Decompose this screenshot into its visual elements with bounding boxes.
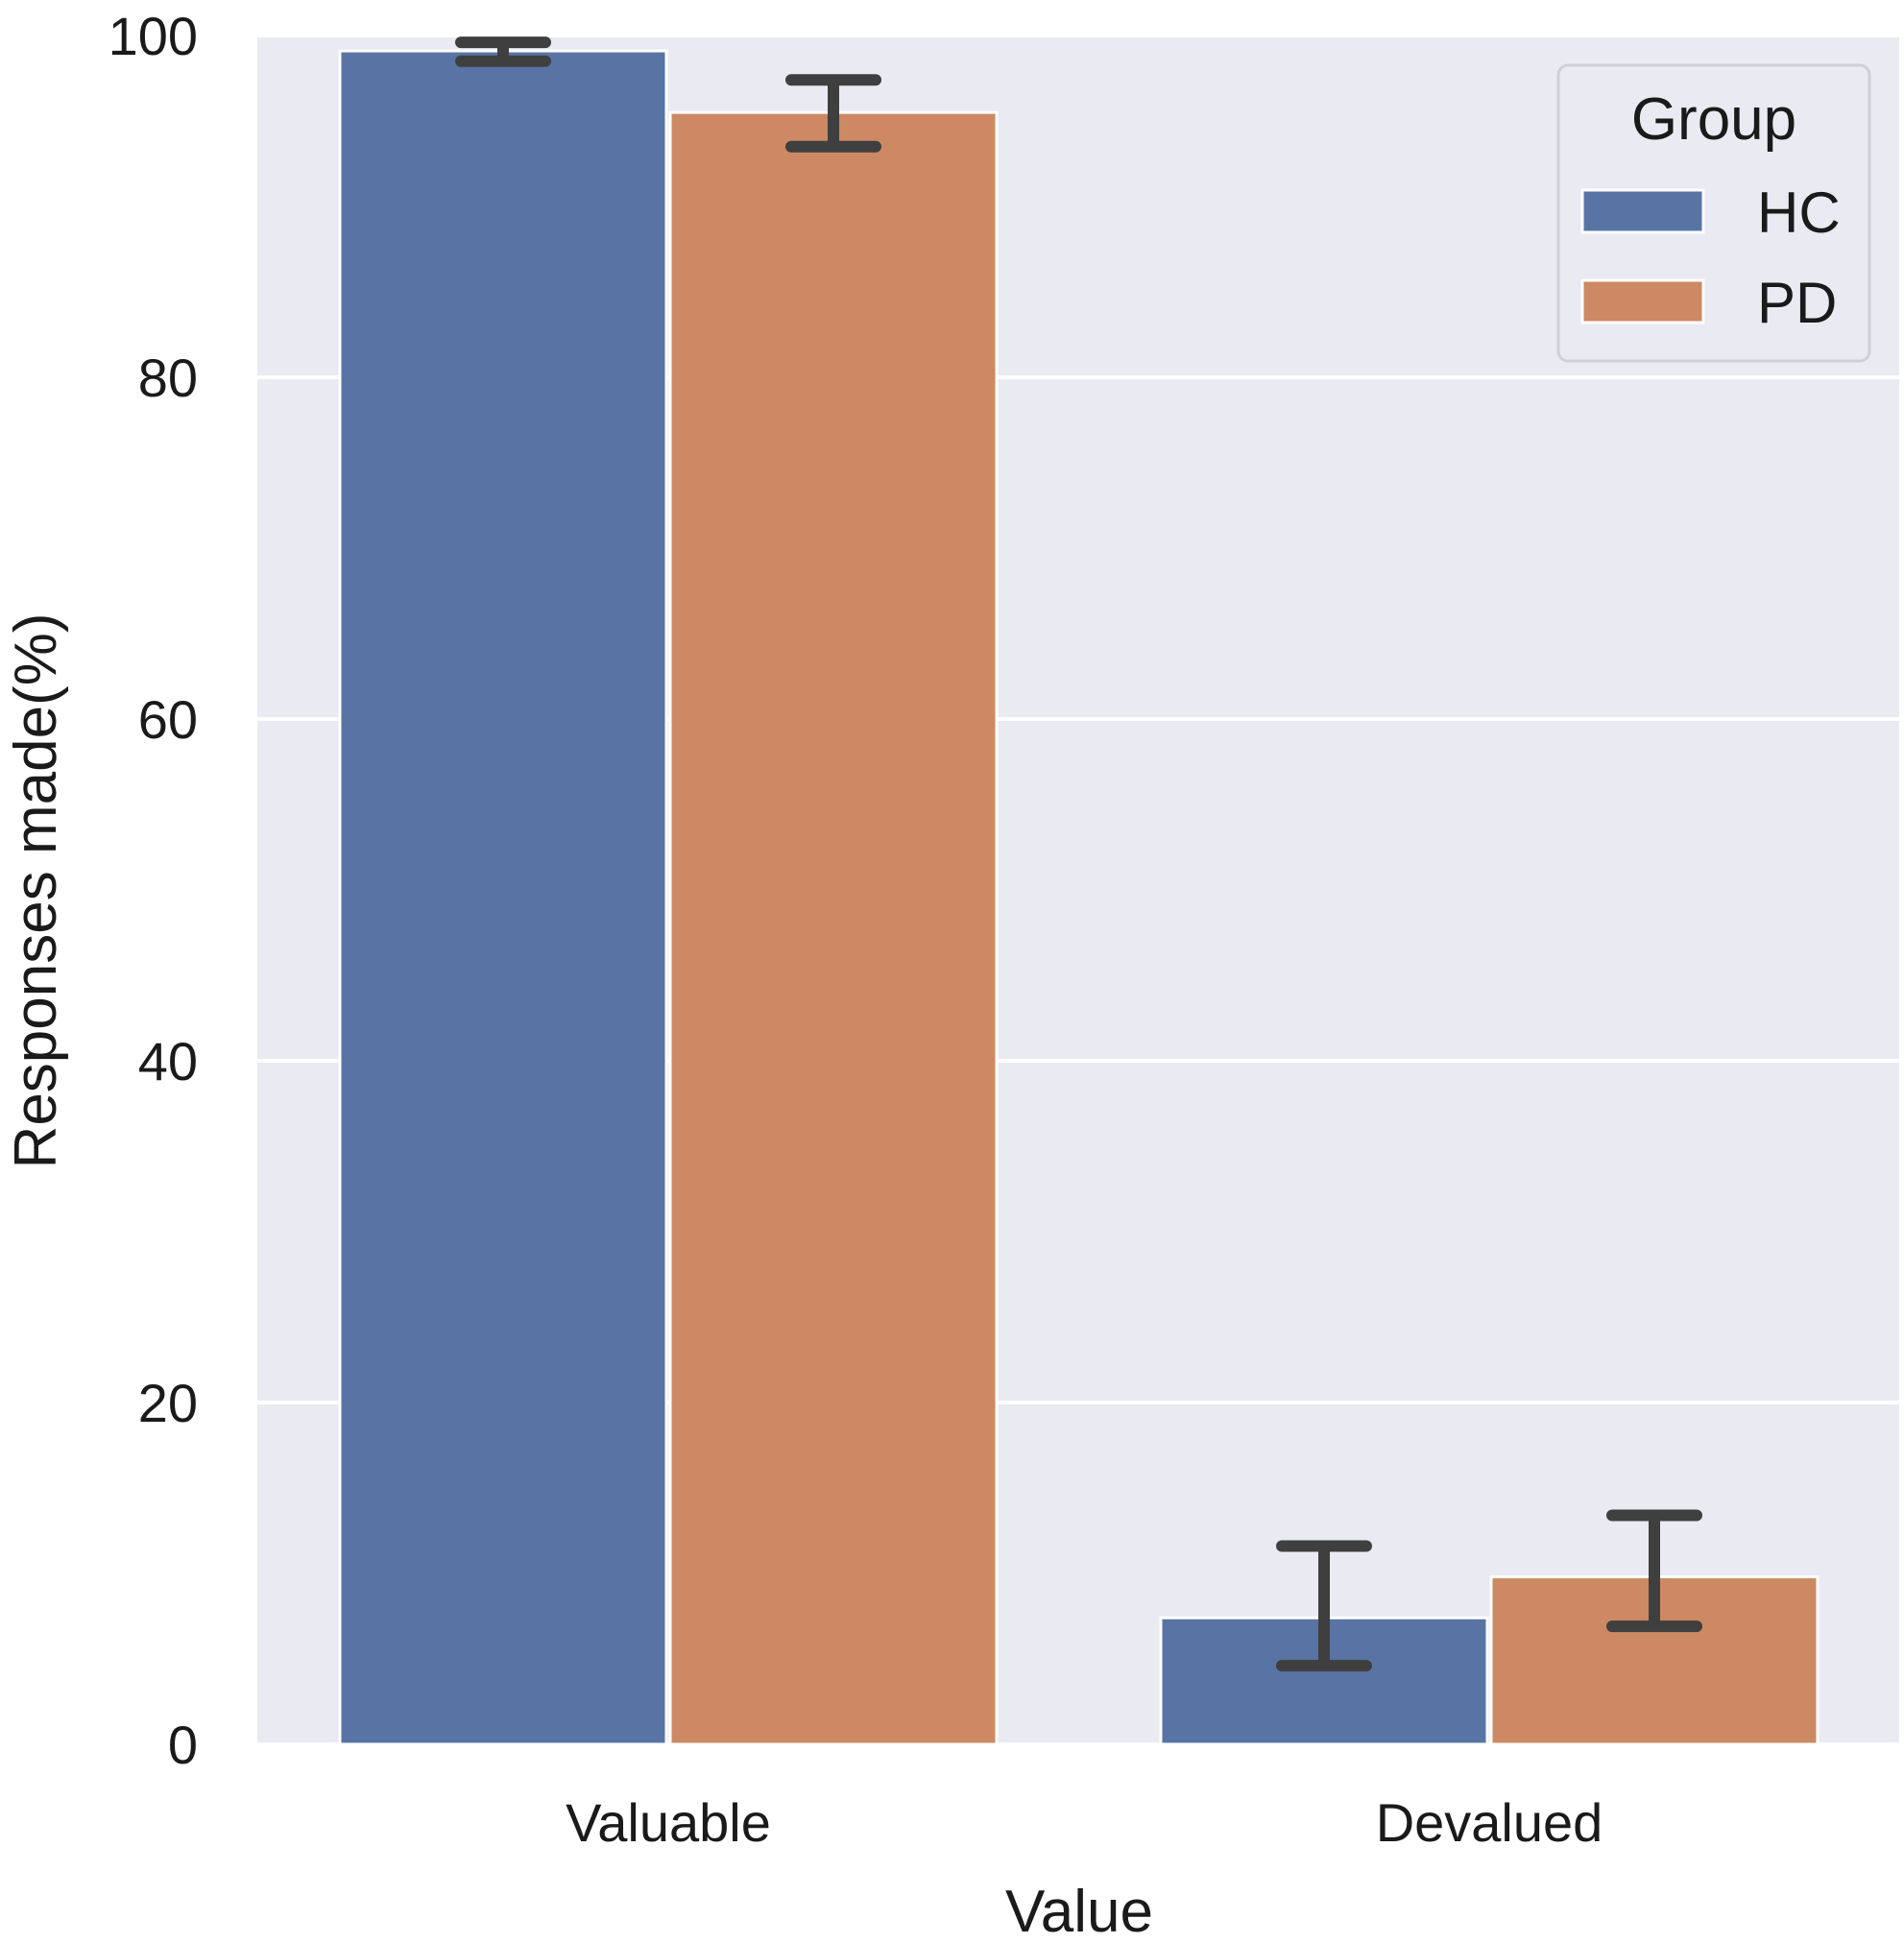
y-tick-label: 0 xyxy=(168,1715,198,1775)
y-axis-label: Responses made(%) xyxy=(3,613,69,1169)
x-tick-label-valuable: Valuable xyxy=(566,1792,771,1853)
y-tick-label: 60 xyxy=(138,689,198,750)
y-tick-label: 80 xyxy=(138,348,198,408)
error-bars xyxy=(455,36,1702,1672)
legend-swatch-pd xyxy=(1580,278,1705,324)
legend-swatch-hc xyxy=(1580,188,1705,234)
legend-label-pd: PD xyxy=(1757,271,1837,335)
y-tick-label: 100 xyxy=(108,6,198,66)
legend-label-hc: HC xyxy=(1757,180,1841,245)
bar-pd-valuable xyxy=(668,110,999,1746)
y-tick-label: 20 xyxy=(138,1373,198,1433)
legend: Group HC PD xyxy=(1556,63,1871,363)
bars xyxy=(338,49,1820,1746)
x-tick-label-devalued: Devalued xyxy=(1376,1792,1603,1853)
x-axis-label: Value xyxy=(1005,1879,1153,1943)
y-tick-label: 40 xyxy=(138,1031,198,1091)
y-axis-ticks: 0 20 40 60 80 100 xyxy=(108,6,198,1775)
legend-title: Group xyxy=(1631,86,1796,153)
x-axis-ticks: Valuable Devalued xyxy=(566,1792,1603,1853)
bar-hc-valuable xyxy=(338,49,668,1746)
